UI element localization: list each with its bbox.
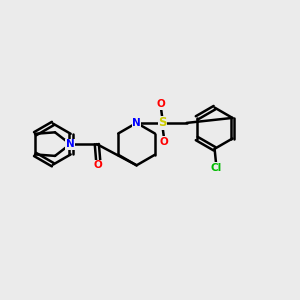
Text: N: N	[66, 139, 75, 149]
Text: O: O	[157, 99, 165, 109]
Text: Cl: Cl	[210, 163, 222, 173]
Text: N: N	[132, 118, 141, 128]
Text: S: S	[158, 116, 167, 129]
Text: O: O	[94, 160, 103, 170]
Text: O: O	[160, 137, 168, 147]
